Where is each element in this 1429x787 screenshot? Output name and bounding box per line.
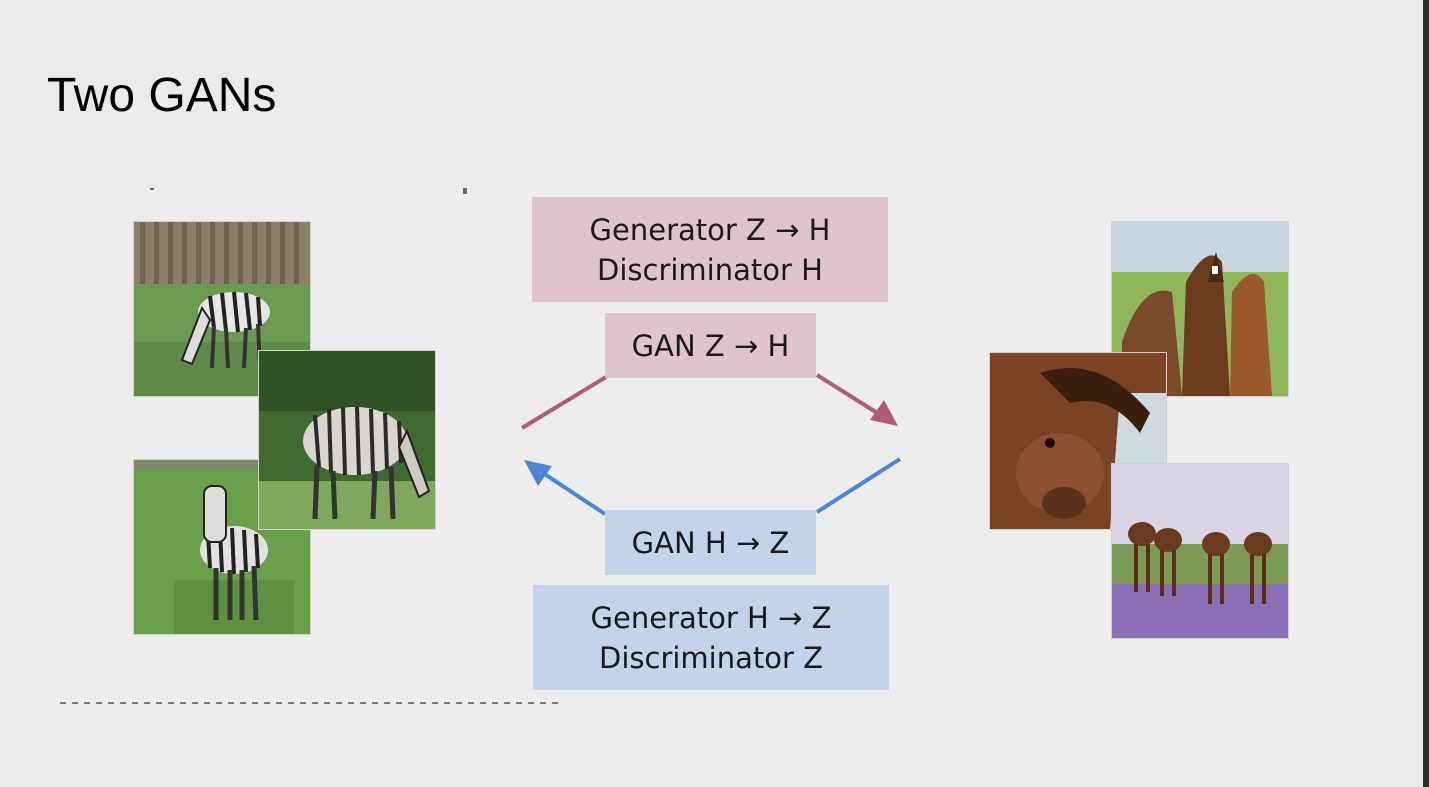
backward-gan-label: GAN H → Z — [631, 525, 790, 560]
backward-generator-label: Generator H → Z — [590, 600, 832, 635]
forward-components-box: Generator Z → H Discriminator H — [532, 197, 888, 302]
forward-discriminator-label: Discriminator H — [597, 252, 823, 287]
backward-arrow-right-segment — [815, 457, 902, 514]
backward-discriminator-label: Discriminator Z — [599, 640, 823, 675]
cropped-text-remnant — [60, 702, 560, 704]
forward-gan-box: GAN Z → H — [605, 313, 816, 378]
cropped-text-remnant — [463, 188, 467, 194]
forward-gan-label: GAN Z → H — [631, 328, 790, 363]
zebra-photo — [133, 221, 311, 397]
backward-components-box: Generator H → Z Discriminator Z — [533, 585, 889, 690]
backward-arrow-left-segment — [538, 469, 607, 516]
horse-photo — [989, 352, 1167, 530]
slide-title: Two GANs — [47, 69, 277, 122]
backward-arrow-head — [524, 460, 552, 486]
backward-gan-box: GAN H → Z — [605, 510, 816, 575]
forward-generator-label: Generator Z → H — [589, 212, 831, 247]
cropped-text-remnant — [150, 188, 154, 190]
forward-arrow-left-segment — [520, 375, 608, 430]
forward-arrow-head — [870, 400, 898, 426]
forward-arrow-right-segment — [815, 373, 884, 418]
horse-photo — [1111, 463, 1289, 639]
zebra-photo — [258, 350, 436, 530]
window-edge-bar — [1423, 0, 1429, 787]
